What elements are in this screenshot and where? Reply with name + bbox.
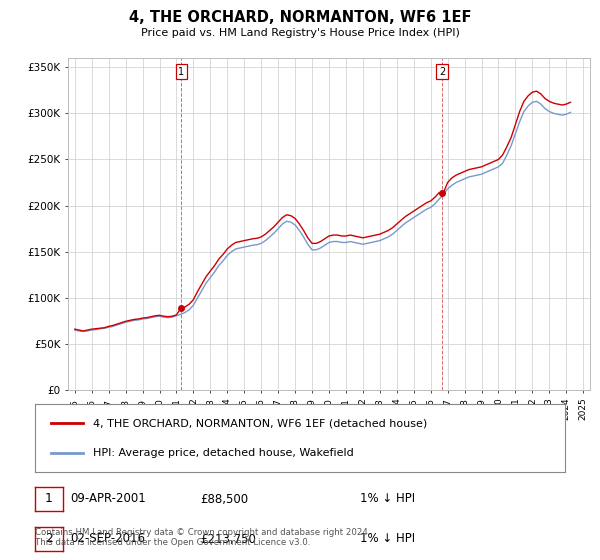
Text: 1% ↓ HPI: 1% ↓ HPI (360, 533, 415, 545)
Text: HPI: Average price, detached house, Wakefield: HPI: Average price, detached house, Wake… (94, 448, 354, 458)
Text: 09-APR-2001: 09-APR-2001 (70, 492, 146, 506)
Text: Contains HM Land Registry data © Crown copyright and database right 2024.
This d: Contains HM Land Registry data © Crown c… (35, 528, 371, 548)
Text: 1% ↓ HPI: 1% ↓ HPI (360, 492, 415, 506)
Text: 2: 2 (439, 67, 445, 77)
Text: 02-SEP-2016: 02-SEP-2016 (70, 533, 145, 545)
Text: Price paid vs. HM Land Registry's House Price Index (HPI): Price paid vs. HM Land Registry's House … (140, 28, 460, 38)
Text: 4, THE ORCHARD, NORMANTON, WF6 1EF (detached house): 4, THE ORCHARD, NORMANTON, WF6 1EF (deta… (94, 418, 428, 428)
Text: 4, THE ORCHARD, NORMANTON, WF6 1EF: 4, THE ORCHARD, NORMANTON, WF6 1EF (129, 10, 471, 25)
Text: 1: 1 (45, 492, 53, 506)
Text: 2: 2 (45, 533, 53, 545)
Text: 1: 1 (178, 67, 184, 77)
Text: £88,500: £88,500 (200, 492, 248, 506)
Text: £213,750: £213,750 (200, 533, 256, 545)
